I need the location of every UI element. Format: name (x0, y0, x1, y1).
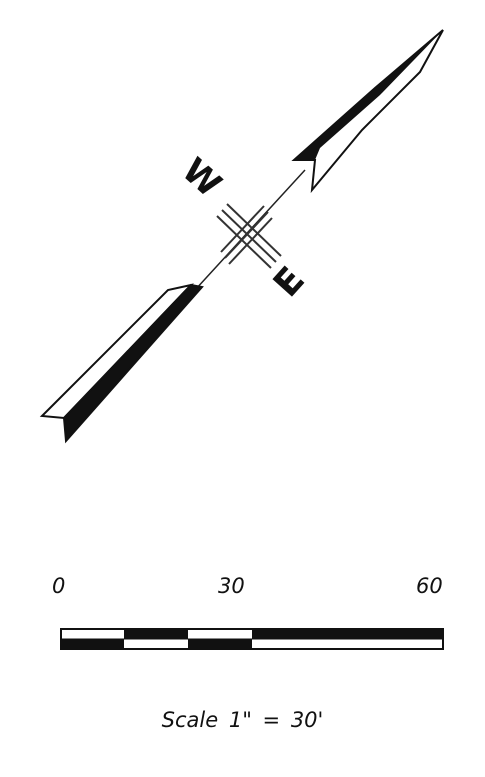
scale-segment (61, 629, 124, 639)
scale-segment (124, 639, 188, 649)
west-label: W (174, 150, 229, 205)
compass-rose: W E (39, 29, 444, 444)
scale-segment (61, 639, 124, 649)
scale-segment (252, 639, 443, 649)
scale-tick-30: 30 (218, 574, 245, 598)
scale-tick-60: 60 (416, 574, 443, 598)
cross-mark (216, 203, 282, 269)
tail-feather (39, 283, 204, 444)
scale-caption: Scale 1" = 30' (161, 708, 324, 732)
scale-segment (188, 629, 252, 639)
east-label: E (266, 259, 313, 305)
scale-tick-0: 0 (52, 574, 66, 598)
scale-segment (188, 639, 252, 649)
scale-segment (124, 629, 188, 639)
scale-segment (252, 629, 443, 639)
north-arrowhead (291, 29, 444, 194)
scale-bar (60, 628, 444, 650)
